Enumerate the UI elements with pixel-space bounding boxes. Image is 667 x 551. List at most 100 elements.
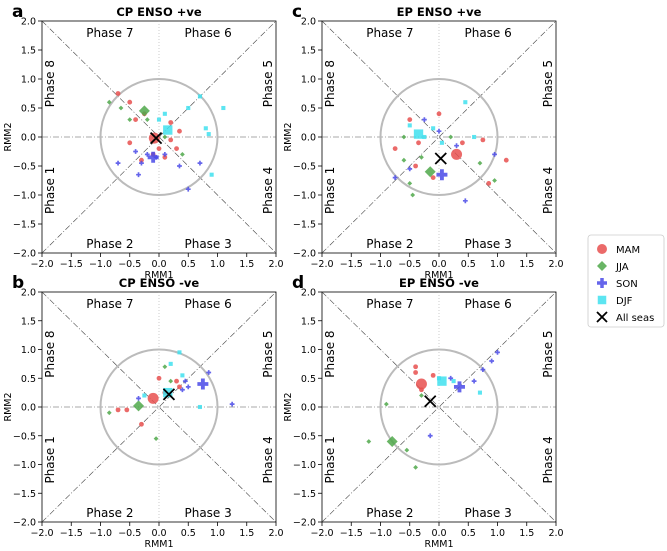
mean-point-jja xyxy=(424,166,436,178)
phase-6-label: Phase 6 xyxy=(184,26,231,40)
y-axis-label: RMM2 xyxy=(283,122,294,151)
x-tick-label: −1.5 xyxy=(60,259,83,270)
y-tick-label: 0.5 xyxy=(301,374,316,385)
x-tick-label: 0.0 xyxy=(151,259,166,270)
legend-label-jja: JJA xyxy=(615,262,629,273)
data-point-mam xyxy=(133,117,139,122)
mean-point-djf xyxy=(163,125,173,135)
data-point-son xyxy=(115,160,121,166)
panel-title: CP ENSO -ve xyxy=(119,276,200,290)
x-tick-label: 2.0 xyxy=(268,528,283,539)
x-tick-label: 0.5 xyxy=(461,259,476,270)
data-point-mam xyxy=(416,140,421,146)
y-tick-label: 1.0 xyxy=(21,345,36,356)
panel-d: Phase 7 Phase 6 Phase 2 Phase 3 Phase 8 Phase… xyxy=(283,273,564,550)
data-point-son xyxy=(480,367,486,373)
data-point-mam xyxy=(177,128,182,134)
x-tick-label: 1.0 xyxy=(490,259,505,270)
data-point-jja xyxy=(118,105,124,111)
data-point-mam xyxy=(156,375,162,381)
x-tick-label: −1.0 xyxy=(89,259,112,270)
data-point-son xyxy=(427,433,433,439)
data-point-jja xyxy=(144,117,150,122)
data-point-djf xyxy=(203,126,208,131)
phase-3-label: Phase 3 xyxy=(464,506,511,520)
legend-frame xyxy=(587,234,665,328)
y-tick-label: 1.0 xyxy=(21,75,36,86)
data-point-jja xyxy=(419,154,424,160)
data-point-djf xyxy=(142,393,147,398)
phase-4-label: Phase 4 xyxy=(261,436,275,483)
panel-b: Phase 7 Phase 6 Phase 2 Phase 3 Phase 8 Phase… xyxy=(3,273,284,550)
phase-8-label: Phase 8 xyxy=(43,60,57,107)
x-tick-label: 0.5 xyxy=(181,259,196,270)
data-point-mam xyxy=(392,146,398,152)
y-axis-label: RMM2 xyxy=(283,392,294,421)
mean-point-all-seas xyxy=(149,132,163,145)
y-tick-label: −1.5 xyxy=(293,489,316,500)
data-point-jja xyxy=(413,464,418,470)
unit-circle xyxy=(99,78,219,196)
data-point-djf xyxy=(162,111,167,116)
x-tick-label: 0.0 xyxy=(431,528,446,539)
phase-1-label: Phase 1 xyxy=(43,167,57,214)
data-point-son xyxy=(471,378,477,384)
unit-circle xyxy=(379,78,499,196)
data-point-son xyxy=(144,152,150,157)
data-point-mam xyxy=(168,120,174,125)
x-axis-label: RMM1 xyxy=(144,539,173,550)
legend-marker-mam xyxy=(597,244,607,254)
panel-letter: d xyxy=(292,273,304,293)
data-point-djf xyxy=(197,404,202,410)
legend-label-all-seas: All seas xyxy=(616,313,654,324)
x-tick-label: −2.0 xyxy=(30,259,53,270)
phase-6-label: Phase 6 xyxy=(464,297,511,311)
x-tick-label: −1.0 xyxy=(89,528,112,539)
y-tick-label: −0.5 xyxy=(293,162,316,173)
data-point-mam xyxy=(156,146,162,152)
data-point-djf xyxy=(463,100,468,105)
y-tick-label: 2.0 xyxy=(301,288,316,299)
x-tick-label: −1.0 xyxy=(369,259,392,270)
x-tick-label: −0.5 xyxy=(398,259,421,270)
data-point-son xyxy=(139,160,144,166)
y-tick-label: −1.0 xyxy=(13,460,36,471)
phase-8-label: Phase 8 xyxy=(43,330,57,377)
data-point-son xyxy=(197,160,203,166)
x-tick-label: 1.0 xyxy=(490,528,505,539)
data-point-jja xyxy=(106,410,112,416)
y-tick-label: 0.0 xyxy=(21,403,36,414)
y-tick-label: −1.0 xyxy=(293,191,316,202)
data-point-jja xyxy=(419,393,424,398)
x-tick-label: 1.5 xyxy=(519,528,534,539)
y-tick-label: −1.5 xyxy=(13,489,36,500)
unit-circle xyxy=(379,348,499,466)
y-tick-label: −1.0 xyxy=(293,460,316,471)
data-point-djf xyxy=(156,117,162,122)
x-tick-label: −1.0 xyxy=(369,528,392,539)
x-tick-label: −1.5 xyxy=(60,528,83,539)
y-tick-label: −2.0 xyxy=(13,518,36,529)
data-point-djf xyxy=(477,390,482,395)
x-tick-label: 0.5 xyxy=(461,528,476,539)
data-point-son xyxy=(185,384,191,390)
y-tick-label: 0.5 xyxy=(301,104,316,115)
mean-point-son xyxy=(147,151,159,163)
data-point-mam xyxy=(168,137,174,143)
data-point-djf xyxy=(472,134,477,140)
data-point-jja xyxy=(407,181,413,186)
y-axis-label: RMM2 xyxy=(3,392,14,421)
phase-7-label: Phase 7 xyxy=(366,297,413,311)
x-tick-label: −2.0 xyxy=(310,259,333,270)
phase-5-label: Phase 5 xyxy=(261,330,275,377)
data-point-son xyxy=(136,395,141,401)
panel-title: CP ENSO +ve xyxy=(116,5,202,19)
legend-label-son: SON xyxy=(616,279,638,290)
phase-1-label: Phase 1 xyxy=(323,436,337,483)
data-point-mam xyxy=(486,181,492,186)
y-tick-label: −0.5 xyxy=(13,431,36,442)
mean-point-mam xyxy=(451,148,463,160)
data-point-jja xyxy=(448,134,454,140)
x-tick-label: −0.5 xyxy=(118,528,141,539)
phase-5-label: Phase 5 xyxy=(541,60,555,107)
